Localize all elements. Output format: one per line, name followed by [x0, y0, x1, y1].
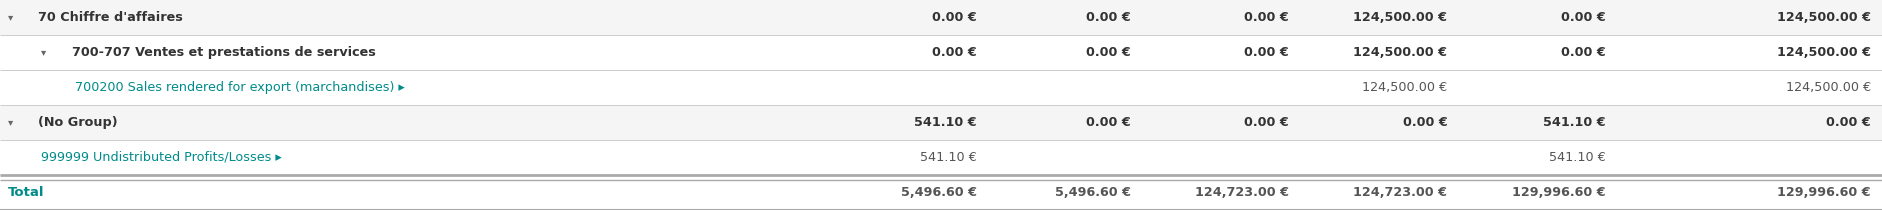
Bar — [0, 105, 1882, 140]
Text: 0.00 €: 0.00 € — [1560, 11, 1605, 24]
Text: ▾: ▾ — [8, 118, 13, 127]
Text: 124,500.00 €: 124,500.00 € — [1777, 11, 1871, 24]
Text: 124,500.00 €: 124,500.00 € — [1786, 81, 1871, 94]
Text: 5,496.60 €: 5,496.60 € — [1056, 186, 1131, 199]
Text: (No Group): (No Group) — [38, 116, 117, 129]
Text: 541.10 €: 541.10 € — [1543, 116, 1605, 129]
Bar — [0, 175, 1882, 210]
Text: 124,723.00 €: 124,723.00 € — [1353, 186, 1447, 199]
Bar — [0, 0, 1882, 35]
Text: 0.00 €: 0.00 € — [1826, 116, 1871, 129]
Bar — [0, 140, 1882, 175]
Text: 0.00 €: 0.00 € — [1560, 46, 1605, 59]
Text: ▾: ▾ — [8, 13, 13, 22]
Text: 70 Chiffre d'affaires: 70 Chiffre d'affaires — [38, 11, 183, 24]
Text: 0.00 €: 0.00 € — [1244, 116, 1289, 129]
Text: 124,500.00 €: 124,500.00 € — [1353, 11, 1447, 24]
Text: 0.00 €: 0.00 € — [1086, 11, 1131, 24]
Text: 0.00 €: 0.00 € — [932, 46, 977, 59]
Text: 541.10 €: 541.10 € — [915, 116, 977, 129]
Text: 124,723.00 €: 124,723.00 € — [1195, 186, 1289, 199]
Text: ▾: ▾ — [41, 47, 47, 58]
Text: 0.00 €: 0.00 € — [1402, 116, 1447, 129]
Text: 0.00 €: 0.00 € — [1244, 46, 1289, 59]
Bar — [0, 35, 1882, 70]
Text: 124,500.00 €: 124,500.00 € — [1363, 81, 1447, 94]
Text: 541.10 €: 541.10 € — [1549, 151, 1605, 164]
Text: 0.00 €: 0.00 € — [1086, 116, 1131, 129]
Text: 0.00 €: 0.00 € — [932, 11, 977, 24]
Bar — [0, 70, 1882, 105]
Text: 700-707 Ventes et prestations de services: 700-707 Ventes et prestations de service… — [72, 46, 375, 59]
Text: 541.10 €: 541.10 € — [920, 151, 977, 164]
Text: 124,500.00 €: 124,500.00 € — [1777, 46, 1871, 59]
Text: Total: Total — [8, 186, 43, 199]
Text: 5,496.60 €: 5,496.60 € — [901, 186, 977, 199]
Text: 999999 Undistributed Profits/Losses ▸: 999999 Undistributed Profits/Losses ▸ — [41, 151, 282, 164]
Text: 700200 Sales rendered for export (marchandises) ▸: 700200 Sales rendered for export (marcha… — [75, 81, 405, 94]
Text: 129,996.60 €: 129,996.60 € — [1777, 186, 1871, 199]
Text: 129,996.60 €: 129,996.60 € — [1511, 186, 1605, 199]
Text: 124,500.00 €: 124,500.00 € — [1353, 46, 1447, 59]
Text: 0.00 €: 0.00 € — [1086, 46, 1131, 59]
Text: 0.00 €: 0.00 € — [1244, 11, 1289, 24]
